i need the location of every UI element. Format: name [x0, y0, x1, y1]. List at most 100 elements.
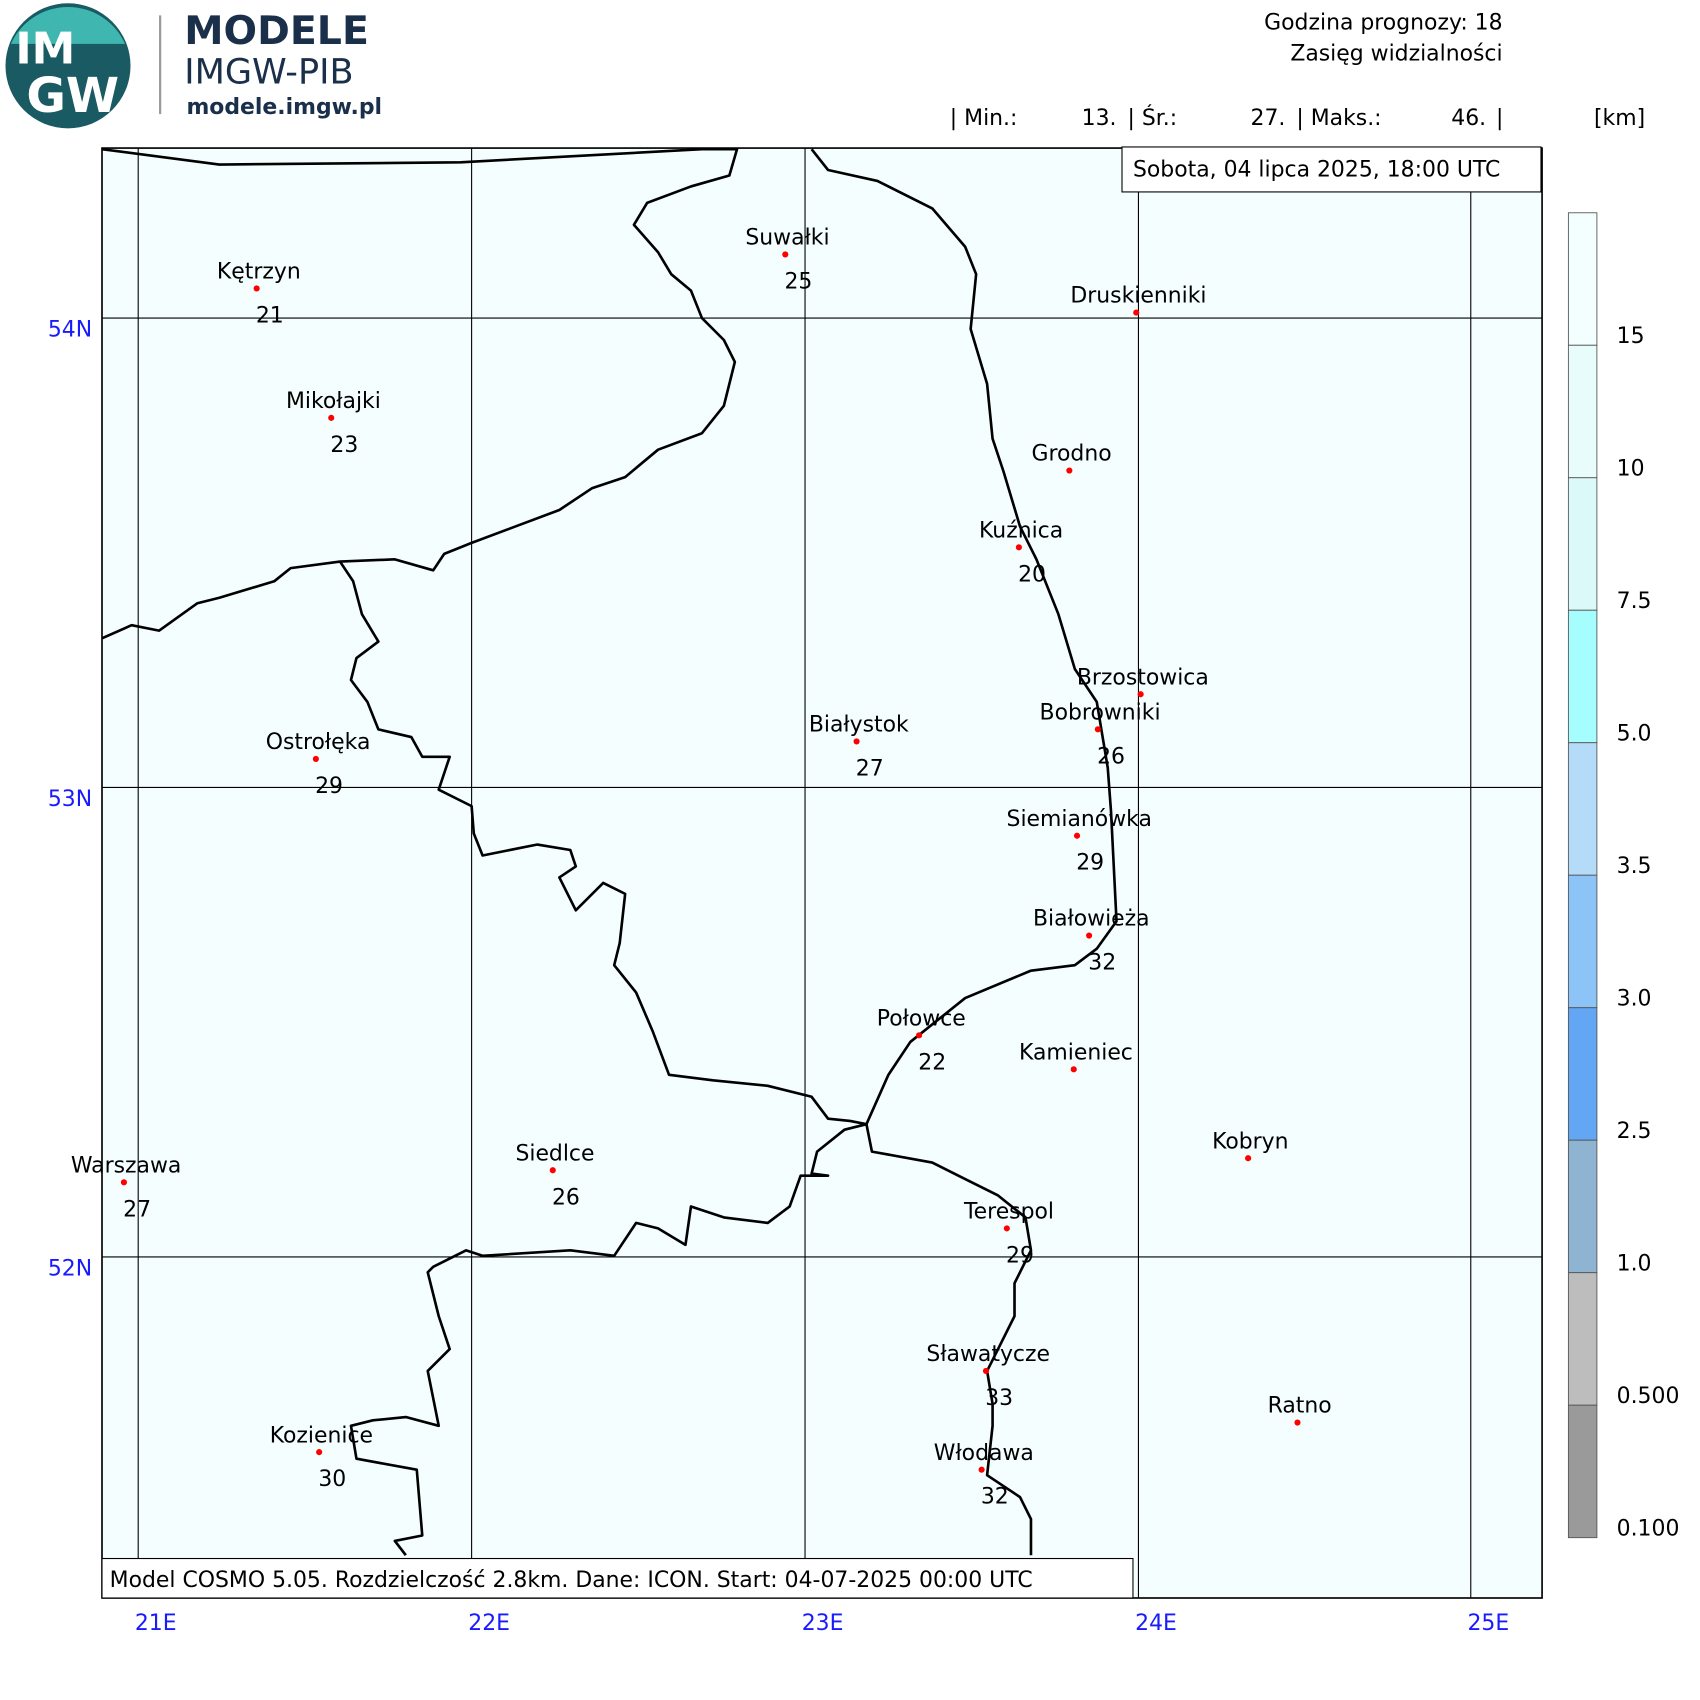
city-name: Siedlce: [515, 1141, 594, 1166]
colorbar-label: 5.0: [1617, 722, 1652, 747]
org: IMGW-PIB: [184, 51, 353, 92]
city-name: Białystok: [809, 713, 909, 738]
stat-label: | Min.:: [950, 106, 1018, 131]
city-value: 29: [1076, 851, 1104, 876]
city-dot: [1137, 691, 1144, 698]
city-dot: [549, 1167, 556, 1174]
city-dot: [120, 1179, 128, 1186]
city-value: 22: [918, 1050, 946, 1075]
colorbar-label: 1.0: [1617, 1252, 1652, 1277]
city-dot: [978, 1466, 985, 1473]
logo-top: IM: [15, 24, 75, 75]
city-dot: [1066, 467, 1073, 474]
colorbar-box: [1567, 874, 1598, 1009]
colorbar-label: 3.0: [1617, 987, 1652, 1012]
city-dot: [982, 1367, 990, 1375]
city-name: Ostrołęka: [266, 730, 371, 755]
city-name: Sławatycze: [926, 1342, 1050, 1367]
colorbar-label: 0.500: [1617, 1384, 1680, 1409]
lat-label: 54N: [48, 318, 92, 343]
stat-unit: [km]: [1594, 106, 1645, 131]
logo: IM GW: [5, 3, 131, 129]
city-value: 32: [1088, 951, 1116, 976]
city-name: Kamieniec: [1019, 1040, 1133, 1065]
city-value: 29: [315, 774, 343, 799]
city-value: 23: [330, 433, 358, 458]
colorbar-box: [1567, 1139, 1598, 1274]
city-name: Brzostowica: [1077, 665, 1209, 690]
map-area: [101, 147, 1543, 1599]
colorbar-label: 10: [1617, 457, 1645, 482]
city-value: 29: [1006, 1243, 1034, 1268]
city-dot: [1245, 1155, 1252, 1162]
colorbar-label: 7.5: [1617, 589, 1652, 614]
city-dot: [1003, 1225, 1010, 1232]
city-dot: [853, 738, 860, 745]
colorbar-box: [1567, 1404, 1598, 1539]
city-name: Suwałki: [745, 226, 829, 251]
lat-label: 52N: [48, 1257, 92, 1282]
footer-box: [101, 1557, 1134, 1599]
border: [349, 1122, 867, 1557]
colorbar-box: [1567, 212, 1598, 346]
city-dot: [1070, 1066, 1077, 1073]
city-dot: [1294, 1419, 1301, 1426]
lon-label: 22E: [468, 1611, 510, 1636]
footer: Model COSMO 5.05. Rozdzielczość 2.8km. D…: [110, 1568, 1033, 1593]
colorbar-box: [1567, 477, 1598, 611]
date-box: [1121, 146, 1542, 193]
city-value: 21: [256, 303, 284, 328]
city-name: Warszawa: [71, 1153, 181, 1178]
city-value: 30: [318, 1467, 346, 1492]
border: [338, 560, 1033, 1556]
stat-value: 27.: [1251, 106, 1286, 131]
borders: [101, 147, 1118, 1557]
stat-label: | Śr.:: [1127, 105, 1177, 131]
city-value: 32: [981, 1485, 1009, 1510]
city-value: 33: [985, 1386, 1013, 1411]
city-dot: [1094, 726, 1101, 733]
city-name: Kozienice: [270, 1423, 373, 1448]
city-value: 25: [784, 269, 812, 294]
colorbar-label: 0.100: [1617, 1516, 1680, 1541]
city-name: Białowieża: [1033, 907, 1150, 932]
city-name: Połowce: [877, 1006, 966, 1031]
city-name: Grodno: [1031, 442, 1111, 467]
colorbar-box: [1567, 609, 1598, 744]
parameter: Zasięg widzialności: [1290, 41, 1502, 66]
city-name: Terespol: [963, 1200, 1054, 1225]
city-value: 20: [1018, 562, 1046, 587]
lat-label: 53N: [48, 787, 92, 812]
lon-label: 21E: [135, 1611, 177, 1636]
colorbar-label: 15: [1617, 324, 1645, 349]
forecast-hour: Godzina prognozy: 18: [1264, 11, 1502, 36]
colorbar-label: 2.5: [1617, 1119, 1652, 1144]
city-name: Ratno: [1268, 1394, 1332, 1419]
lon-label: 24E: [1135, 1611, 1177, 1636]
cities: Kętrzyn 21 Suwałki 25 Druskienniki Mikołajki 2…: [71, 226, 1332, 1589]
city-name: Mikołajki: [286, 389, 381, 414]
city-dot: [1086, 932, 1093, 939]
city-name: Kuźnica: [979, 518, 1063, 543]
logo-bottom: GW: [26, 68, 119, 124]
city-value: 27: [123, 1197, 151, 1222]
lon-label: 23E: [802, 1611, 844, 1636]
stat-label: | Maks.:: [1296, 106, 1381, 131]
brand: MODELE: [184, 8, 369, 54]
colorbar-box: [1567, 742, 1598, 876]
city-dot: [1133, 309, 1140, 316]
city-dot: [312, 755, 319, 763]
city-name: Kobryn: [1212, 1129, 1289, 1154]
colorbar-label: 3.5: [1617, 854, 1652, 879]
colorbar-box: [1567, 1272, 1598, 1406]
stat-value: 46.: [1451, 106, 1486, 131]
city-dot: [1073, 832, 1081, 839]
city-name: Druskienniki: [1070, 284, 1206, 309]
border: [101, 147, 739, 640]
logo-band: [10, 6, 126, 44]
graticule: [101, 148, 1543, 1598]
stat-value: 13.: [1082, 106, 1117, 131]
lon-label: 25E: [1467, 1611, 1509, 1636]
